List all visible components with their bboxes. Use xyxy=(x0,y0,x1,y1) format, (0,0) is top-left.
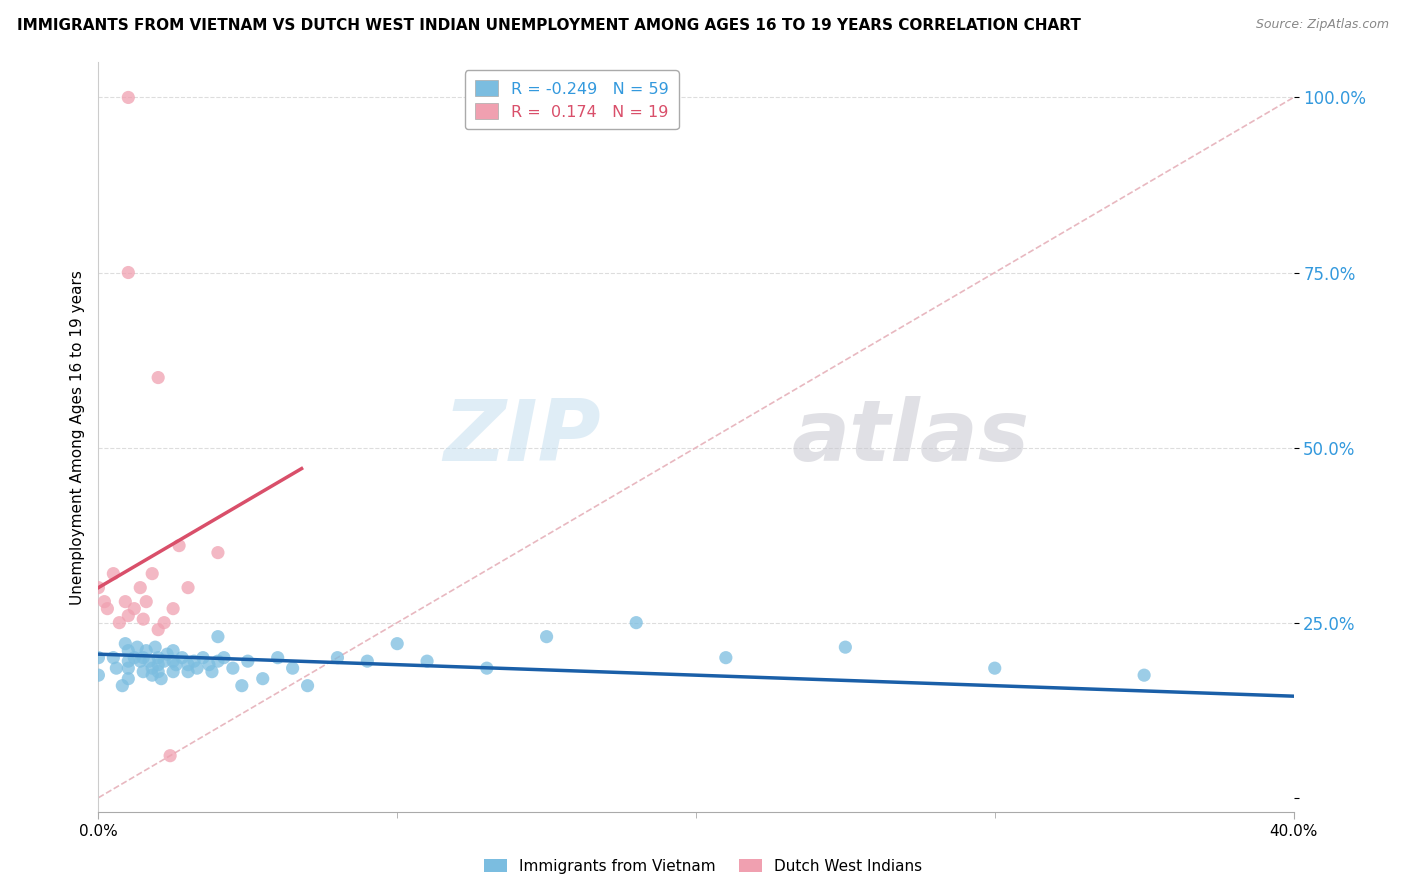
Point xyxy=(834,640,856,655)
Point xyxy=(326,650,349,665)
Text: atlas: atlas xyxy=(792,395,1029,479)
Point xyxy=(984,661,1007,675)
Point xyxy=(132,665,155,679)
Point xyxy=(148,370,170,384)
Point xyxy=(129,654,152,668)
Legend: Immigrants from Vietnam, Dutch West Indians: Immigrants from Vietnam, Dutch West Indi… xyxy=(478,853,928,880)
Y-axis label: Unemployment Among Ages 16 to 19 years: Unemployment Among Ages 16 to 19 years xyxy=(69,269,84,605)
Point xyxy=(153,654,176,668)
Point xyxy=(117,672,139,686)
Point xyxy=(177,581,200,595)
Point xyxy=(385,637,409,651)
Point xyxy=(231,679,253,693)
Point xyxy=(132,650,155,665)
Point xyxy=(207,546,229,560)
Point xyxy=(138,654,160,668)
Point xyxy=(281,661,304,675)
Point xyxy=(536,630,558,644)
Point xyxy=(114,637,136,651)
Text: IMMIGRANTS FROM VIETNAM VS DUTCH WEST INDIAN UNEMPLOYMENT AMONG AGES 16 TO 19 YE: IMMIGRANTS FROM VIETNAM VS DUTCH WEST IN… xyxy=(17,18,1081,33)
Point xyxy=(135,643,157,657)
Point xyxy=(117,266,139,280)
Point xyxy=(148,650,170,665)
Point xyxy=(267,650,290,665)
Point xyxy=(96,601,118,615)
Point xyxy=(117,654,139,668)
Point xyxy=(124,601,146,615)
Point xyxy=(252,672,274,686)
Point xyxy=(117,90,139,104)
Point xyxy=(172,650,194,665)
Point xyxy=(236,654,259,668)
Point xyxy=(162,654,184,668)
Point xyxy=(162,643,184,657)
Point xyxy=(141,566,163,581)
Point xyxy=(124,650,146,665)
Point xyxy=(108,615,131,630)
Point xyxy=(207,654,229,668)
Point xyxy=(127,640,149,655)
Point xyxy=(167,539,190,553)
Point xyxy=(103,650,125,665)
Point xyxy=(111,679,134,693)
Point xyxy=(135,594,157,608)
Point xyxy=(475,661,498,675)
Point xyxy=(148,623,170,637)
Text: ZIP: ZIP xyxy=(443,395,600,479)
Point xyxy=(132,612,155,626)
Point xyxy=(626,615,648,630)
Point xyxy=(186,661,208,675)
Point xyxy=(148,665,170,679)
Point xyxy=(416,654,439,668)
Point xyxy=(105,661,128,675)
Point xyxy=(222,661,245,675)
Point xyxy=(159,748,181,763)
Point xyxy=(87,668,110,682)
Point xyxy=(198,657,221,672)
Point xyxy=(165,657,187,672)
Point xyxy=(191,650,214,665)
Point xyxy=(177,657,200,672)
Point xyxy=(141,668,163,682)
Point xyxy=(114,594,136,608)
Point xyxy=(129,581,152,595)
Point xyxy=(87,650,110,665)
Point xyxy=(207,630,229,644)
Point xyxy=(162,601,184,615)
Point xyxy=(183,654,205,668)
Point xyxy=(212,650,235,665)
Point xyxy=(356,654,378,668)
Point xyxy=(117,643,139,657)
Text: Source: ZipAtlas.com: Source: ZipAtlas.com xyxy=(1256,18,1389,31)
Point xyxy=(143,640,166,655)
Point xyxy=(177,665,200,679)
Point xyxy=(153,615,176,630)
Point xyxy=(162,665,184,679)
Point xyxy=(117,661,139,675)
Point xyxy=(103,566,125,581)
Point xyxy=(87,581,110,595)
Point xyxy=(93,594,115,608)
Point xyxy=(297,679,319,693)
Point xyxy=(141,661,163,675)
Point xyxy=(117,608,139,623)
Point xyxy=(156,647,179,661)
Point xyxy=(201,665,224,679)
Legend: R = -0.249   N = 59, R =  0.174   N = 19: R = -0.249 N = 59, R = 0.174 N = 19 xyxy=(465,70,679,129)
Point xyxy=(148,657,170,672)
Point xyxy=(714,650,737,665)
Point xyxy=(1133,668,1156,682)
Point xyxy=(150,672,173,686)
